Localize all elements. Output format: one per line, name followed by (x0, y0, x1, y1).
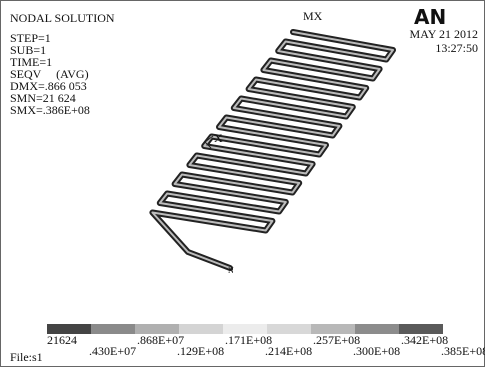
legend-label: .300E+08 (353, 344, 400, 358)
logo: AN (414, 5, 446, 29)
min-label: N (228, 266, 234, 275)
file-name: File:s1 (10, 350, 43, 364)
max-label: MX (303, 9, 323, 23)
screen: NODAL SOLUTION STEP=1SUB=1TIME=1SEQV (AV… (0, 0, 485, 367)
band (179, 324, 223, 334)
info-line: SMX=.386E+08 (10, 103, 90, 117)
band (91, 324, 135, 334)
legend-label: .430E+07 (89, 344, 136, 358)
band (355, 324, 399, 334)
time: 13:27:50 (435, 41, 478, 55)
legend-label: .129E+08 (177, 344, 224, 358)
title: NODAL SOLUTION (10, 11, 115, 25)
band (267, 324, 311, 334)
legend-label: 21624 (47, 333, 77, 347)
date: MAY 21 2012 (410, 27, 478, 41)
legend-label: .385E+08 (441, 344, 485, 358)
axis-label: X (214, 131, 223, 145)
legend-label: .214E+08 (265, 344, 312, 358)
